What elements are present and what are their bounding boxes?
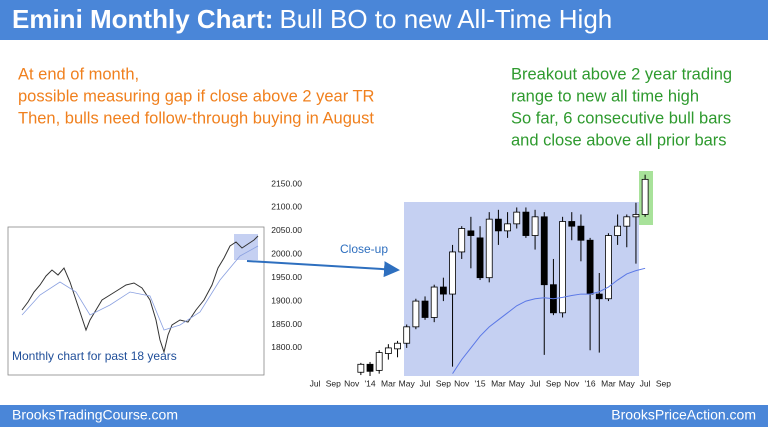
left-notes: At end of month, possible measuring gap … [18,65,375,127]
x-tick-label: Nov [344,378,360,388]
note: Then, bulls need follow-through buying i… [18,109,374,127]
thumbnail-price [21,235,259,354]
candle-body [586,239,594,295]
right-notes: Breakout above 2 year trading range to n… [511,65,732,149]
candle-body [595,293,603,300]
candle-body [513,211,521,225]
candle-body [375,352,383,371]
x-tick-label: May [619,378,636,388]
x-tick-label: Jul [530,378,541,388]
candle-body [476,237,484,279]
footer-left: BrooksTradingCourse.com [12,407,178,423]
candle-body [641,178,649,215]
candle-body [531,216,539,236]
note: So far, 6 consecutive bull bars [511,109,731,127]
note: possible measuring gap if close above 2 … [18,87,375,105]
candle-body [559,221,566,314]
candle-body [449,251,456,295]
candle-body [430,286,438,318]
candle-body [412,300,420,328]
y-tick-label: 1850.00 [271,319,302,329]
x-tick-label: Sep [656,378,671,388]
candle-body [605,235,612,300]
candle-body [623,216,631,227]
x-tick-label: Mar [491,378,506,388]
x-tick-label: Nov [454,378,470,388]
note: At end of month, [18,65,139,83]
candle-body [504,223,511,232]
y-tick-label: 2050.00 [271,225,302,235]
candle-body [494,218,502,232]
candle-body [467,230,475,236]
x-tick-label: Sep [436,378,451,388]
thumbnail-highlight [234,234,258,260]
note: range to new all time high [511,87,699,105]
arrow [246,260,400,278]
candle-body [458,228,466,253]
x-tick-label: May [509,378,526,388]
x-tick-label: Sep [326,378,341,388]
thumbnail-caption: Monthly chart for past 18 years [12,349,177,363]
candle-body [421,300,429,318]
candlestick-chart: 1800.00 1850.00 1900.00 1950.00 2000.00 2050.… [271,174,671,388]
x-tick-label: May [399,378,416,388]
x-tick-label: Jul [640,378,651,388]
footer-bar [0,405,768,427]
candle-body [614,225,622,236]
moving-average [452,267,646,374]
x-tick-label: '16 [585,378,596,388]
title-bar [0,0,768,40]
y-tick-label: 1950.00 [271,272,302,282]
x-tick-label: Sep [546,378,561,388]
x-tick-label: '14 [364,378,375,388]
y-tick-label: 1800.00 [271,342,302,352]
x-tick-label: Mar [601,378,616,388]
thumbnail-frame [7,226,265,376]
title: Emini Monthly Chart: Bull BO to new All-T… [12,4,612,34]
y-tick-label: 2000.00 [271,249,302,259]
y-tick-label: 1900.00 [271,295,302,305]
x-tick-label: Nov [564,378,580,388]
candle-body [439,286,447,295]
title-bold: Emini Monthly Chart: [12,4,273,34]
candle-body [522,211,530,236]
note: and close above all prior bars [511,131,727,149]
title-rest: Bull BO to new All-Time High [279,4,612,34]
thumbnail-ma [21,245,259,331]
candle-body [577,225,585,241]
x-tick-label: Mar [381,378,396,388]
x-tick-label: Jul [310,378,321,388]
candle-body [366,363,374,372]
candle-body [384,347,392,354]
candle-body [568,221,576,227]
x-tick-label: Jul [420,378,431,388]
candle-body [357,363,365,373]
thumbnail: Monthly chart for past 18 years [7,226,265,376]
note: Breakout above 2 year trading [511,65,732,83]
candle-body [485,218,493,279]
candle-body [394,342,401,350]
candle-body [403,326,411,344]
y-tick-label: 2100.00 [271,202,302,212]
candle-body [632,214,640,218]
footer-right: BrooksPriceAction.com [611,407,756,423]
candle-body [540,216,548,286]
x-tick-label: '15 [475,378,486,388]
closeup-label: Close-up [340,242,388,256]
y-tick-label: 2150.00 [271,178,302,188]
